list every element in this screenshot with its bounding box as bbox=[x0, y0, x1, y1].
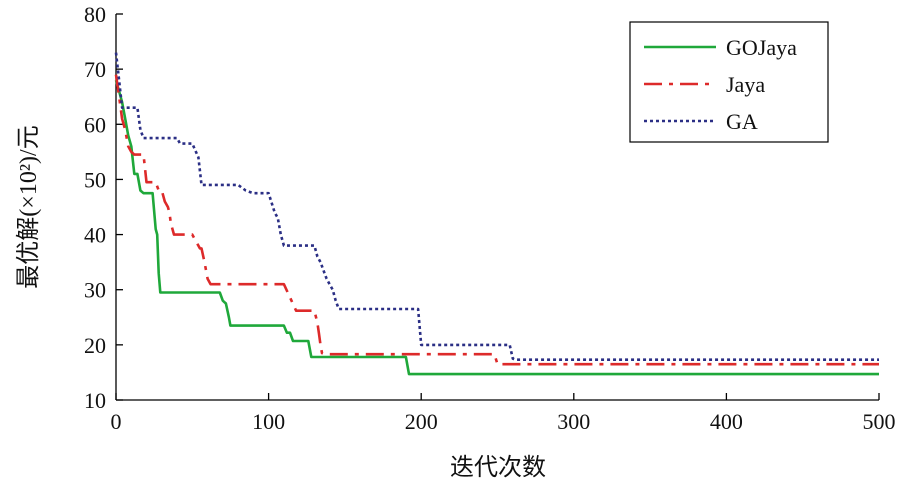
x-tick-label: 0 bbox=[111, 409, 122, 434]
series-line-jaya bbox=[114, 74, 879, 366]
x-ticks: 0 100 200 300 400 500 bbox=[111, 393, 896, 434]
legend-label-jaya: Jaya bbox=[726, 72, 765, 97]
y-tick-label: 20 bbox=[84, 333, 106, 358]
legend-label-ga: GA bbox=[726, 109, 758, 134]
y-tick-label: 70 bbox=[84, 57, 106, 82]
x-tick-label: 300 bbox=[557, 409, 590, 434]
y-axis-title: 最优解(×10²)/元 bbox=[15, 125, 42, 288]
series-line-ga bbox=[114, 52, 879, 362]
series-line-gojaya bbox=[114, 79, 879, 376]
y-ticks: 10 20 30 40 50 60 70 80 bbox=[84, 2, 123, 413]
x-tick-label: 200 bbox=[405, 409, 438, 434]
y-tick-label: 40 bbox=[84, 223, 106, 248]
x-tick-label: 400 bbox=[710, 409, 743, 434]
legend: GOJaya Jaya GA bbox=[629, 21, 829, 143]
legend-label-gojaya: GOJaya bbox=[726, 35, 797, 60]
y-tick-label: 80 bbox=[84, 2, 106, 27]
y-tick-label: 30 bbox=[84, 278, 106, 303]
x-tick-label: 500 bbox=[863, 409, 896, 434]
plot-area bbox=[114, 52, 879, 376]
y-tick-label: 10 bbox=[84, 388, 106, 413]
x-axis-title: 迭代次数 bbox=[450, 454, 546, 481]
y-tick-label: 50 bbox=[84, 167, 106, 192]
y-tick-label: 60 bbox=[84, 112, 106, 137]
x-tick-label: 100 bbox=[252, 409, 285, 434]
